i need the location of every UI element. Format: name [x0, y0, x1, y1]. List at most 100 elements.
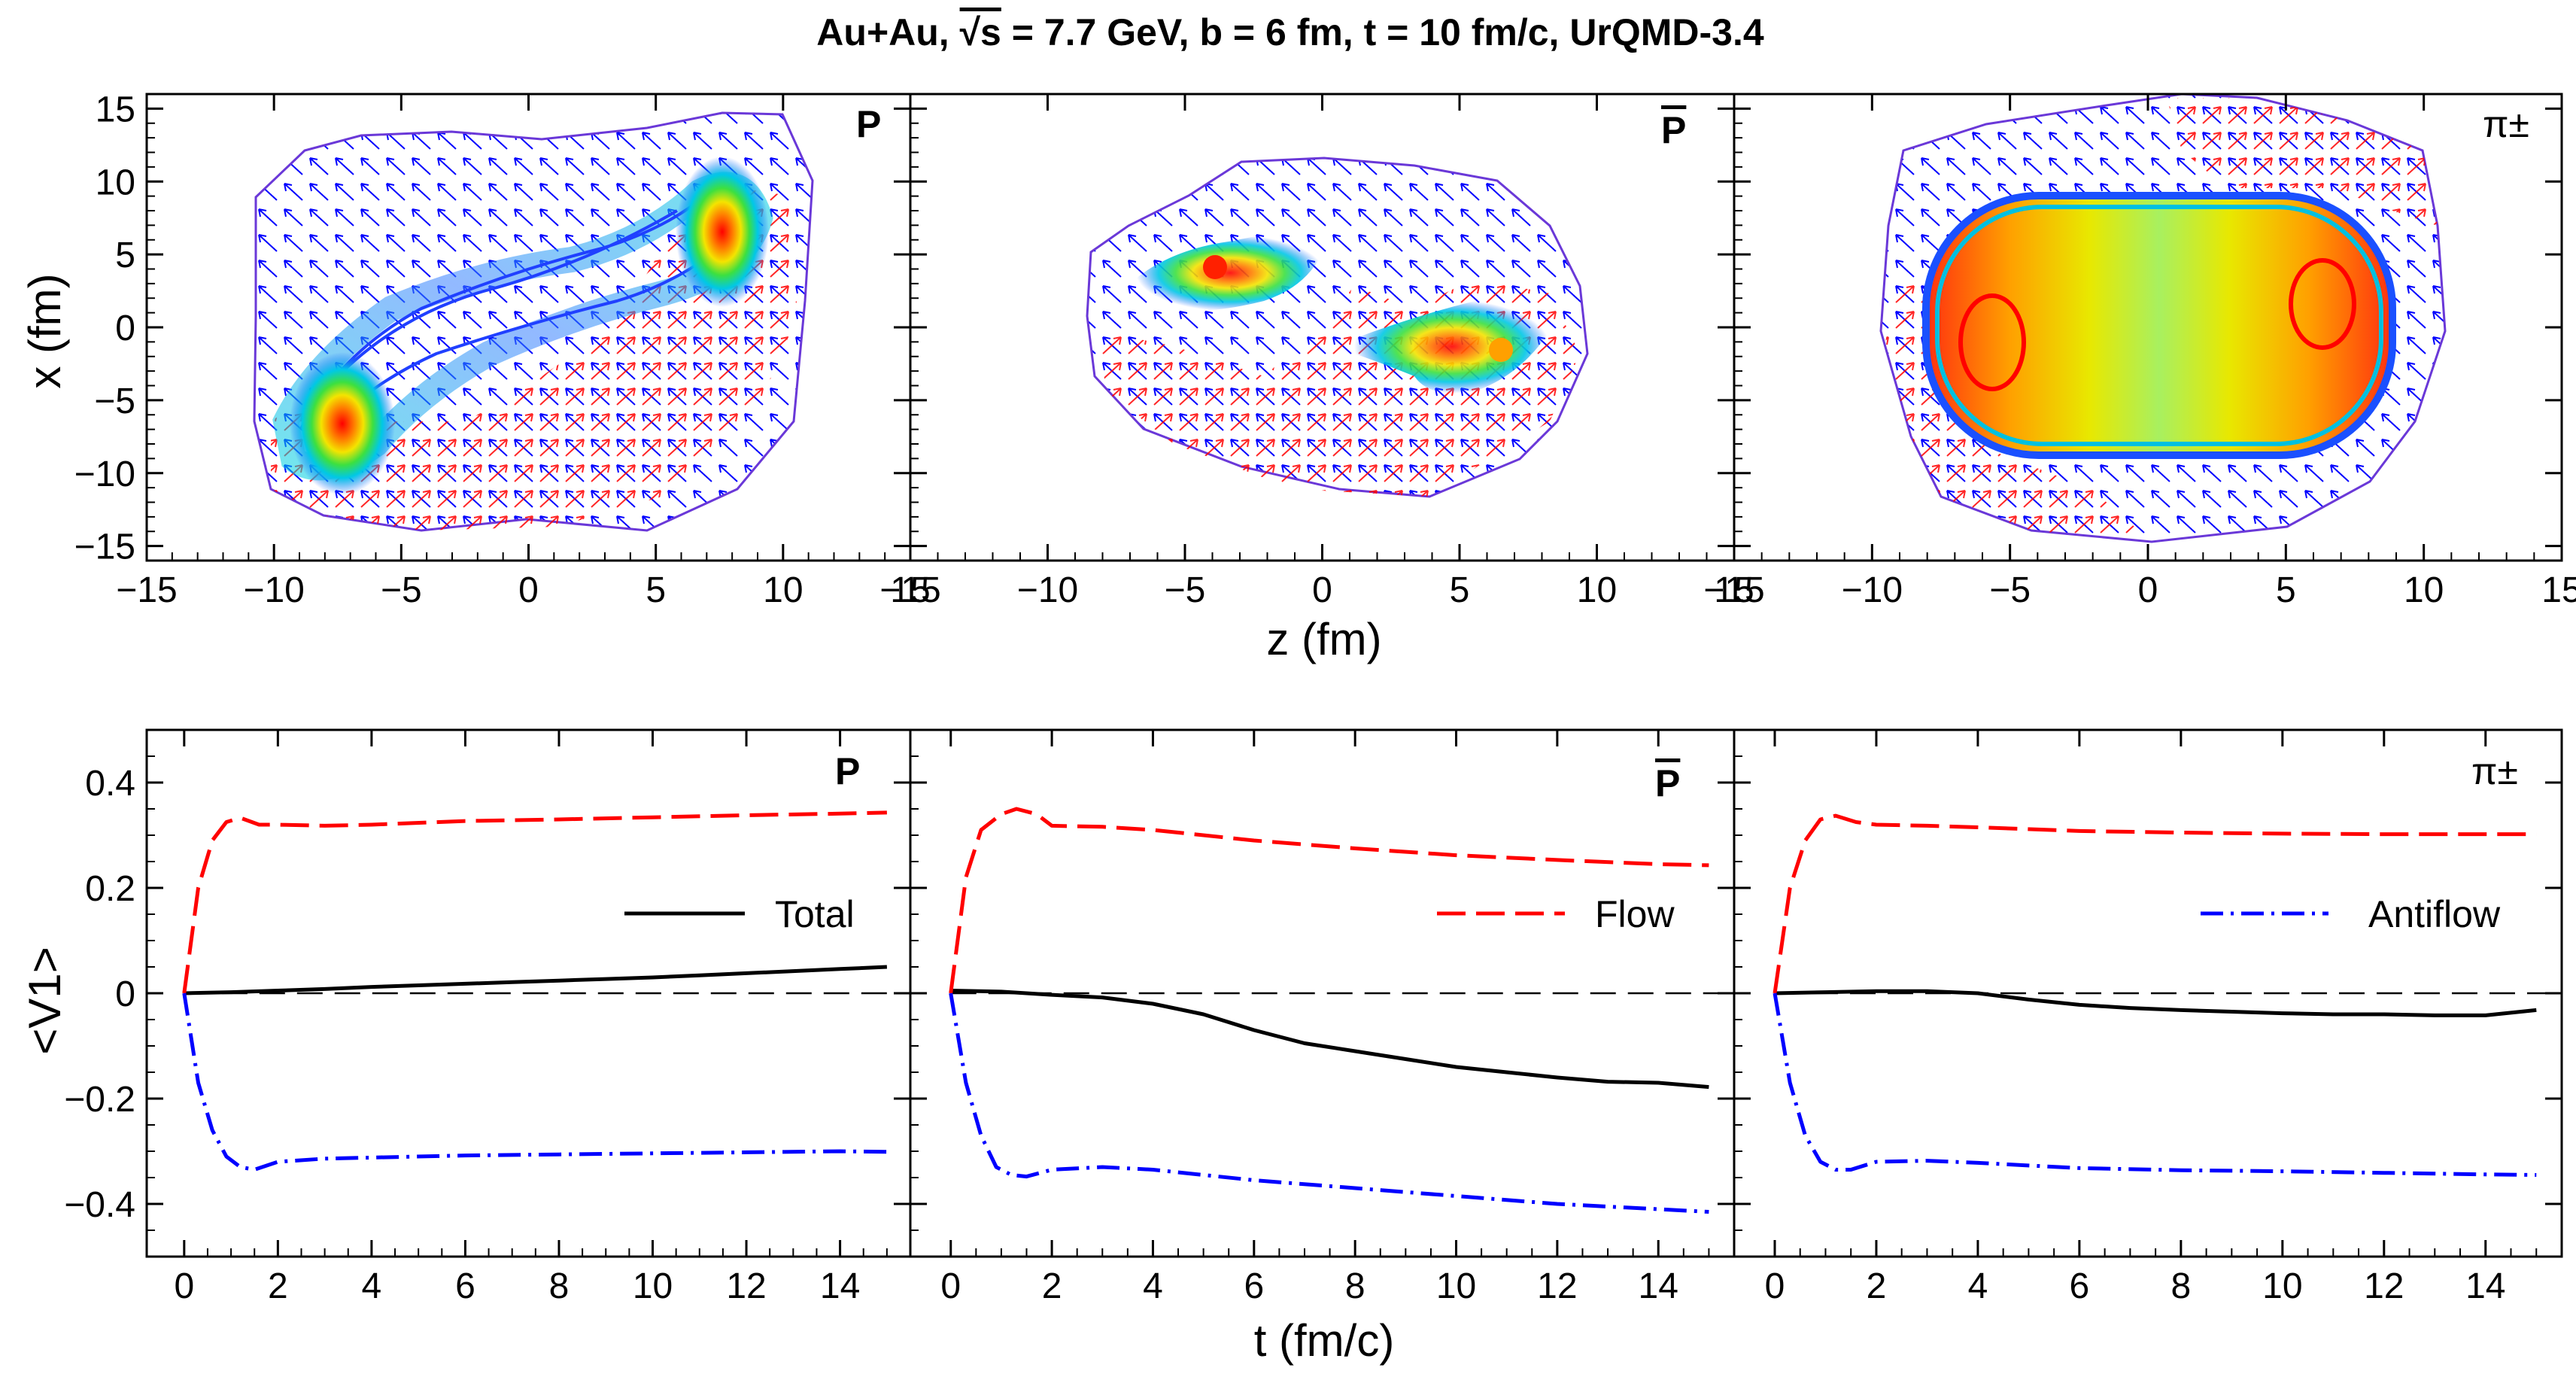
pion-density-ring: [1935, 205, 2383, 446]
top-xlabel: z (fm): [1266, 614, 1381, 664]
bottom-xtick-label: 2: [1867, 1266, 1887, 1306]
bottom-ytick-label: 0: [115, 974, 135, 1014]
bottom-xtick-label: 6: [455, 1266, 475, 1306]
top-ytick-label: 0: [115, 309, 135, 348]
top-xtick-label: −10: [1842, 570, 1903, 610]
top-ytick-label: 15: [96, 90, 135, 129]
proton-hotspot-right: [676, 157, 769, 307]
bottom-xtick-label: 6: [1244, 1266, 1264, 1306]
top-xtick-label: 15: [890, 570, 930, 610]
bottom-ytick-label: −0.2: [64, 1080, 135, 1120]
map-panel-proton: [253, 111, 814, 532]
legend-flow: Flow: [1437, 893, 1675, 935]
panel-label-top-p: P: [856, 103, 881, 145]
top-xtick-label: 0: [2138, 570, 2158, 610]
legend-antiflow: Antiflow: [2201, 893, 2501, 935]
panel-label-bottom-pbar: P: [1655, 762, 1680, 804]
top-xtick-label: −10: [1017, 570, 1078, 610]
pion-hotspot-right: [2289, 258, 2356, 350]
bottom-xtick-label: 14: [1639, 1266, 1678, 1306]
series-flow-line: [182, 810, 887, 994]
bottom-xtick-label: 4: [1968, 1266, 1988, 1306]
bottom-xlabel: t (fm/c): [1254, 1315, 1395, 1366]
series-flow-line: [949, 807, 1709, 994]
bottom-xtick-label: 10: [1436, 1266, 1476, 1306]
bottom-xtick-label: 0: [940, 1266, 961, 1306]
top-xtick-label: 5: [2276, 570, 2296, 610]
top-xtick-label: 5: [646, 570, 666, 610]
bottom-xtick-label: 6: [2070, 1266, 2090, 1306]
axes-layer: −15 −10 −5 0 5 10 15−15 −10 −5 0 5 10 15−15 −10 −5 0 5 10…: [64, 90, 2576, 1306]
series-total-line: [1774, 989, 2537, 1017]
top-xtick-label: −5: [1165, 570, 1206, 610]
antiproton-cluster-right: [1354, 299, 1550, 394]
top-ytick-label: −10: [74, 454, 135, 494]
top-xtick-label: 5: [1450, 570, 1470, 610]
top-xtick-label: −15: [879, 570, 940, 610]
bottom-xtick-label: 10: [633, 1266, 673, 1306]
bottom-xtick-label: 14: [820, 1266, 860, 1306]
proton-hotspot-left: [290, 352, 395, 495]
panel-label-top-pi: π±: [2483, 103, 2529, 145]
top-ylabel: x (fm): [20, 273, 70, 388]
bottom-xtick-label: 14: [2465, 1266, 2505, 1306]
bottom-ytick-label: 0.4: [85, 764, 135, 804]
bottom-ylabel: <V1>: [20, 947, 70, 1054]
top-ytick-label: −5: [94, 381, 135, 421]
proton-flow-region: [271, 188, 797, 530]
panel-label-top-pbar: P: [1661, 109, 1686, 151]
bottom-xtick-label: 8: [1345, 1266, 1365, 1306]
series-total-line: [950, 989, 1709, 1090]
top-xtick-label: 0: [1312, 570, 1332, 610]
top-xtick-label: 15: [1714, 570, 1754, 610]
bottom-xtick-label: 12: [2364, 1266, 2404, 1306]
pion-density-body: [1922, 192, 2396, 459]
panel-label-bottom-pi: π±: [2471, 750, 2518, 792]
bottom-xtick-label: 0: [174, 1266, 194, 1306]
top-row-maps: [253, 94, 2447, 543]
map-panel-pion: [1879, 94, 2447, 543]
top-xtick-label: 10: [763, 570, 803, 610]
bottom-xtick-label: 8: [2171, 1266, 2192, 1306]
top-xtick-label: 10: [2404, 570, 2444, 610]
bottom-xtick-label: 4: [362, 1266, 382, 1306]
top-xtick-label: 0: [518, 570, 539, 610]
map-panel-antiproton: [1086, 157, 1589, 498]
bottom-ytick-label: 0.2: [85, 869, 135, 909]
legend-flow-label: Flow: [1595, 893, 1675, 935]
panel-label-bottom-p: P: [835, 750, 860, 792]
bottom-row-lines: [182, 807, 2550, 1214]
legend-antiflow-label: Antiflow: [2368, 893, 2501, 935]
top-xtick-label: −5: [1989, 570, 2031, 610]
top-ytick-label: 10: [96, 163, 135, 202]
series-total-line: [184, 965, 888, 995]
bottom-xtick-label: 4: [1143, 1266, 1163, 1306]
antiproton-hotspot-right: [1489, 338, 1513, 362]
bottom-xtick-label: 10: [2262, 1266, 2302, 1306]
legend-total: Total: [624, 893, 855, 935]
top-ytick-label: 5: [115, 236, 135, 275]
bottom-xtick-label: 2: [268, 1266, 288, 1306]
figure-title: Au+Au, √s = 7.7 GeV, b = 6 fm, t = 10 fm…: [816, 11, 1764, 53]
pion-flow-region-right: [2167, 98, 2438, 226]
pion-hotspot-left: [1958, 293, 2026, 391]
top-ytick-label: −15: [74, 527, 135, 567]
bottom-xtick-label: 2: [1042, 1266, 1062, 1306]
top-xtick-label: −5: [381, 570, 422, 610]
bottom-xtick-label: 0: [1765, 1266, 1785, 1306]
series-antiflow-line: [949, 992, 1709, 1214]
panel-labels: P P π± P P π±: [835, 103, 2529, 804]
bottom-xtick-label: 12: [1537, 1266, 1577, 1306]
bottom-xtick-label: 8: [549, 1266, 570, 1306]
top-xtick-label: 15: [2541, 570, 2576, 610]
bottom-xtick-label: 12: [726, 1266, 766, 1306]
top-xtick-label: −15: [116, 570, 177, 610]
top-xtick-label: 10: [1577, 570, 1617, 610]
antiproton-cluster-left: [1136, 235, 1324, 312]
top-xtick-label: −10: [243, 570, 304, 610]
legend-total-label: Total: [775, 893, 855, 935]
bottom-ytick-label: −0.4: [64, 1185, 135, 1225]
antiproton-hotspot-left: [1203, 255, 1227, 279]
series-antiflow-line: [1773, 992, 2537, 1177]
